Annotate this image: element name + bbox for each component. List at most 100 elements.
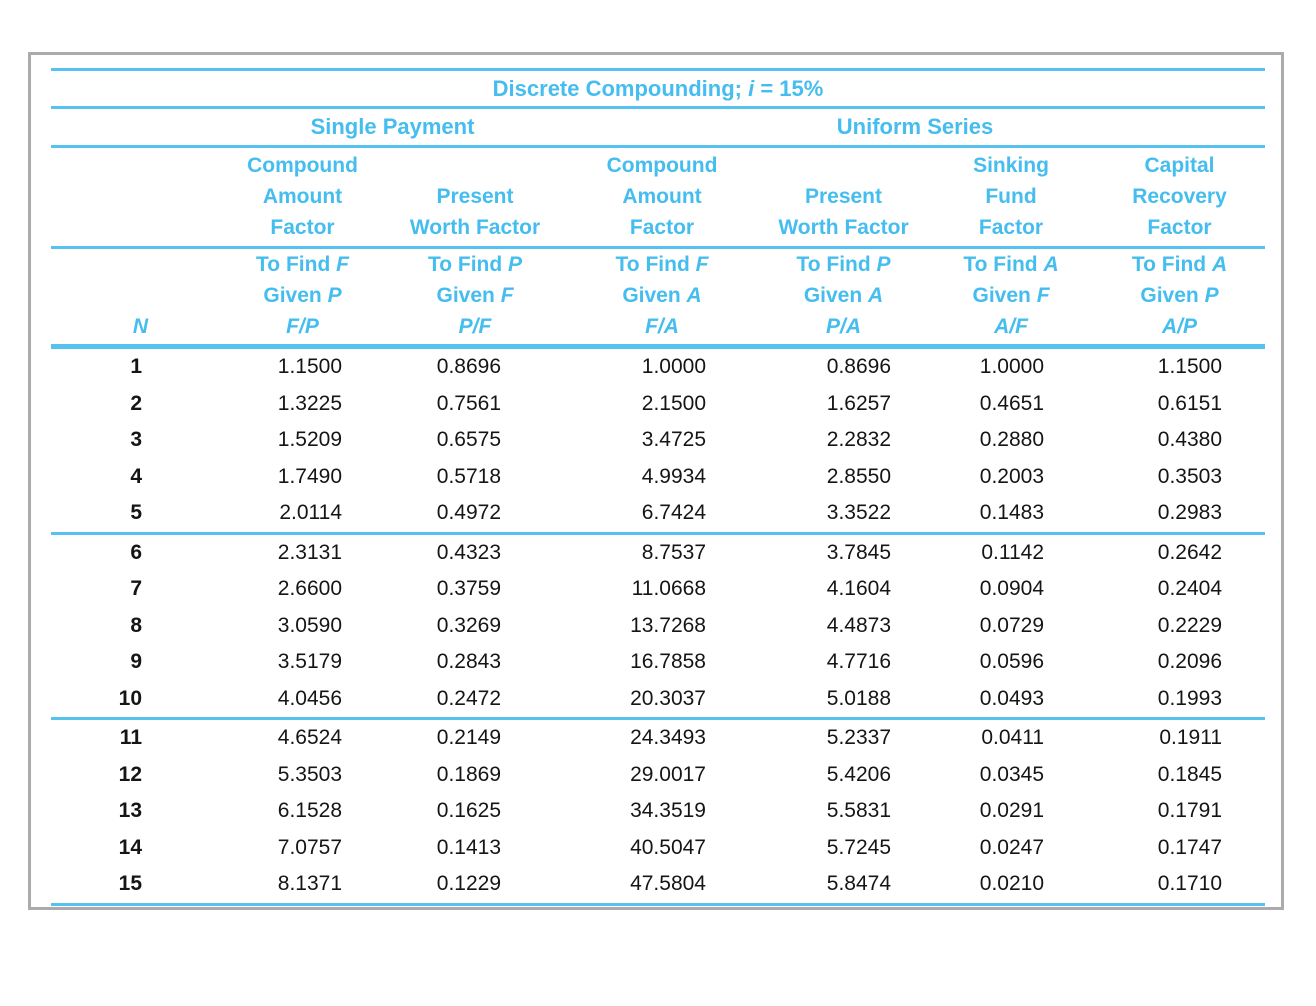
cell-p-f: 0.4972 [436, 501, 501, 524]
cell-p-f: 0.3759 [436, 577, 501, 600]
subheader-a-f: To Find A Given F A/F [963, 253, 1059, 338]
cell-p-a: 5.8474 [826, 872, 891, 895]
cell-f-p: 6.1528 [277, 799, 342, 822]
cell-p-a: 4.1604 [826, 577, 891, 600]
cell-a-f: 0.0729 [979, 613, 1044, 637]
cell-a-p: 0.1710 [1157, 872, 1222, 895]
section-separator-rule [51, 531, 1265, 535]
row-n: 5 [130, 501, 142, 524]
cell-f-p: 4.6524 [277, 726, 342, 749]
cell-a-p: 0.1911 [1159, 726, 1222, 749]
cell-f-p: 1.1500 [277, 355, 342, 378]
cell-p-f: 0.1413 [436, 835, 501, 859]
cell-f-a: 29.0017 [630, 762, 706, 786]
cell-a-p: 0.1747 [1157, 835, 1222, 859]
table-row: 11 4.6524 0.2149 24.3493 5.2337 0.0411 0.1911 [51, 720, 1265, 757]
cell-p-a: 5.5831 [826, 799, 891, 822]
cell-f-p: 2.0114 [279, 501, 342, 524]
column-header-f-a: Compound Amount Factor [606, 154, 718, 239]
cell-p-a: 1.6257 [826, 391, 891, 415]
cell-p-a: 5.2337 [826, 726, 891, 749]
cell-a-p: 0.2404 [1157, 577, 1222, 600]
rule-top [51, 68, 1265, 71]
table-row: 8 3.0590 0.3269 13.7268 4.4873 0.0729 0.2229 [51, 608, 1265, 645]
row-n: 3 [130, 428, 142, 451]
row-n: 13 [118, 799, 142, 822]
row-n: 4 [130, 464, 142, 488]
cell-f-a: 34.3519 [630, 799, 706, 822]
cell-a-f: 0.0210 [979, 872, 1044, 895]
cell-p-a: 0.8696 [826, 355, 891, 378]
table-row: 12 5.3503 0.1869 29.0017 5.4206 0.0345 0.1845 [51, 757, 1265, 794]
subheader-f-p: To Find F Given P F/P [256, 253, 349, 338]
column-header-f-p: Compound Amount Factor [247, 154, 358, 239]
cell-a-f: 0.0345 [979, 762, 1044, 786]
table-row: 7 2.6600 0.3759 11.0668 4.1604 0.0904 0.2404 [51, 571, 1265, 608]
cell-a-f: 0.2003 [979, 464, 1044, 488]
rule-under-headers [51, 246, 1265, 249]
cell-a-f: 0.0493 [979, 686, 1044, 710]
cell-a-f: 0.1142 [981, 540, 1044, 564]
row-n: 6 [130, 540, 142, 564]
title-text: Discrete Compounding; [492, 76, 749, 101]
cell-p-f: 0.3269 [436, 613, 501, 637]
group-header-uniform-series: Uniform Series [836, 114, 994, 139]
cell-a-f: 0.4651 [979, 391, 1044, 415]
cell-p-a: 5.4206 [826, 762, 891, 786]
row-n: 11 [119, 726, 142, 749]
cell-a-p: 1.1500 [1157, 355, 1222, 378]
cell-a-f: 1.0000 [979, 355, 1044, 378]
subheader-f-a: To Find F Given A F/A [615, 253, 709, 338]
title-variable: i [748, 76, 755, 101]
cell-p-f: 0.7561 [436, 391, 501, 415]
cell-p-a: 5.7245 [826, 835, 891, 859]
column-header-p-a: Present Worth Factor [778, 185, 909, 239]
row-n: 12 [118, 762, 142, 786]
row-n: 7 [130, 577, 142, 600]
row-n: 14 [118, 835, 142, 859]
rule-under-title [51, 106, 1265, 109]
column-header-a-p: Capital Recovery Factor [1132, 154, 1227, 239]
cell-f-p: 1.7490 [277, 464, 342, 488]
table-row: 5 2.0114 0.4972 6.7424 3.3522 0.1483 0.2983 [51, 495, 1265, 532]
table-title: Discrete Compounding; i = 15% [51, 71, 1265, 106]
cell-f-p: 1.3225 [277, 391, 342, 415]
cell-f-p: 4.0456 [277, 686, 342, 710]
cell-f-a: 6.7424 [641, 501, 706, 524]
cell-f-p: 2.6600 [277, 577, 342, 600]
column-header-a-f: Sinking Fund Factor [973, 154, 1049, 239]
cell-f-a: 11.0668 [631, 577, 706, 600]
subheader-a-p: To Find A Given P A/P [1131, 253, 1228, 338]
rule-bottom [51, 902, 1265, 906]
subheader-p-f: To Find P Given F P/F [427, 253, 523, 338]
cell-a-p: 0.2983 [1157, 501, 1222, 524]
cell-f-a: 8.7537 [641, 540, 706, 564]
cell-a-f: 0.0291 [979, 799, 1044, 822]
cell-f-p: 3.5179 [277, 650, 342, 673]
table-row: 2 1.3225 0.7561 2.1500 1.6257 0.4651 0.6151 [51, 386, 1265, 423]
cell-p-a: 3.3522 [826, 501, 891, 524]
cell-p-a: 5.0188 [826, 686, 891, 710]
cell-f-p: 2.3131 [277, 540, 342, 564]
cell-p-a: 2.8550 [826, 464, 891, 488]
rule-under-groups [51, 145, 1265, 148]
interest-factor-table: Discrete Compounding; i = 15% Single Pay… [51, 68, 1265, 906]
cell-f-p: 8.1371 [277, 872, 342, 895]
cell-p-f: 0.6575 [436, 428, 501, 451]
cell-p-f: 0.4323 [436, 540, 501, 564]
cell-a-p: 0.1791 [1157, 799, 1222, 822]
title-suffix: = 15% [754, 76, 824, 101]
cell-f-a: 47.5804 [630, 872, 706, 895]
table-row: 13 6.1528 0.1625 34.3519 5.5831 0.0291 0.1791 [51, 793, 1265, 830]
group-header-row: Single Payment Uniform Series [51, 109, 1265, 145]
rule-thick-under-subheaders [51, 344, 1265, 349]
cell-a-p: 0.2229 [1157, 613, 1222, 637]
table-row: 14 7.0757 0.1413 40.5047 5.7245 0.0247 0.1747 [51, 830, 1265, 867]
cell-a-p: 0.1993 [1157, 686, 1222, 710]
row-n: 2 [130, 391, 142, 415]
cell-p-a: 2.2832 [826, 428, 891, 451]
cell-f-a: 2.1500 [641, 391, 706, 415]
cell-a-p: 0.3503 [1157, 464, 1222, 488]
cell-p-f: 0.1625 [436, 799, 501, 822]
cell-p-f: 0.8696 [436, 355, 501, 378]
